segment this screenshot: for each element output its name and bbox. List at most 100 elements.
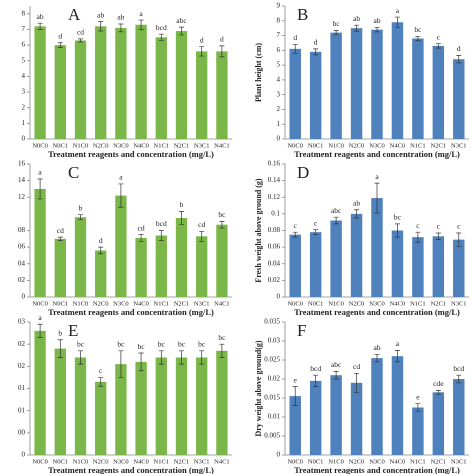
x-tick-label: N2C0 [349,142,365,149]
significance-letter: c [457,222,461,231]
significance-letter: ab [373,343,380,352]
x-tick-label: N4C0 [133,142,149,149]
bar [391,230,404,297]
error-bar [179,350,184,365]
significance-letter: bcd [453,364,464,373]
error-bar [456,55,462,64]
bar [289,48,301,139]
significance-letter: ab [373,16,380,25]
y-tick-label: 7 [22,25,26,33]
y-tick-label: 00 [18,428,26,436]
bar [34,330,46,455]
bar [54,348,66,455]
x-tick-label: N3C0 [369,458,385,465]
y-tick-label: 03 [18,318,26,326]
x-tick-label: N1C1 [154,458,170,465]
y-tick-label: 01 [18,384,26,392]
error-bar [394,223,400,238]
error-bar [98,21,104,32]
error-bar [37,323,43,338]
y-tick-label: 12 [18,193,26,201]
x-tick-label: N2C1 [174,142,190,149]
x-axis-title: Treatment reagents and concentration (mg… [48,465,214,474]
y-tick-label: 4 [277,75,281,83]
error-bar [292,44,298,54]
x-axis-title: Treatment reagents and concentration (mg… [294,465,460,474]
significance-letter: c [314,218,318,227]
x-tick-label: N1C0 [328,142,344,149]
significance-letter: abc [331,360,342,369]
y-tick-label: 9 [277,2,281,10]
x-tick-label: N3C1 [451,300,467,307]
significance-letter: ab [37,12,44,21]
y-tick-label: 0 [22,293,26,301]
significance-letter: a [396,6,400,15]
error-bar [199,230,205,242]
y-tick-label: 0.12 [268,193,281,201]
y-tick-label: 0.025 [264,356,280,364]
panel: 0 1 2 3 4 5 6 7 8 ab N0C0 d N0C1 cd N1C0 ab N2C0 ab N3C0 a N… [22,5,232,159]
bar [309,51,322,139]
error-bar [456,232,462,247]
significance-letter: bc [117,340,125,349]
bar [309,380,322,455]
significance-letter: b [180,200,184,209]
bar [216,350,228,455]
bar [432,236,445,297]
error-bar [78,38,83,43]
bar [115,27,127,139]
y-tick-label: 0 [22,451,26,459]
significance-letter: abc [331,206,342,215]
error-bar [292,386,298,406]
bar [432,45,445,139]
bar [289,234,301,297]
x-tick-label: N4C1 [214,458,230,465]
x-tick-label: N1C0 [328,458,344,465]
y-tick-label: 8 [22,9,26,17]
error-bar [118,183,124,208]
x-tick-label: N0C1 [53,142,69,149]
error-bar [415,231,421,243]
panel-label: A [68,5,81,24]
error-bar [138,234,144,242]
bar [135,361,147,455]
y-tick-label: 3 [22,88,26,96]
error-bar [57,339,63,358]
significance-letter: cd [198,220,205,229]
significance-letter: bc [138,342,146,351]
significance-letter: cde [433,379,444,388]
panel: 0020406081121416aN0C0cdN0C1bN1C0dN2C0aN3… [18,160,232,317]
bar [115,364,127,455]
error-bar [394,16,400,28]
panel-label: C [68,163,79,182]
error-bar [435,390,441,395]
x-tick-label: N0C1 [53,300,69,307]
bar [74,357,87,455]
bar [432,392,445,455]
significance-letter: bc [414,25,422,34]
error-bar [374,182,380,214]
x-tick-label: N4C1 [214,300,230,307]
error-bar [354,372,360,393]
x-tick-label: N1C1 [410,458,426,465]
error-bar [292,231,298,238]
error-bar [199,350,205,365]
significance-letter: c [416,221,420,230]
x-tick-label: N3C0 [113,300,129,307]
bar [216,51,228,140]
x-tick-label: N0C1 [53,458,69,465]
error-bar [219,343,225,358]
significance-letter: b [58,328,62,337]
panel-label: B [297,5,308,24]
significance-letter: bc [394,213,402,222]
y-tick-label: 0.035 [264,318,280,326]
significance-letter: cd [77,28,84,37]
bar [155,37,167,140]
significance-letter: a [119,173,123,182]
y-tick-label: 02 [18,362,26,370]
y-tick-label: 04 [18,259,26,267]
error-bar [179,26,184,36]
error-bar [78,214,83,221]
